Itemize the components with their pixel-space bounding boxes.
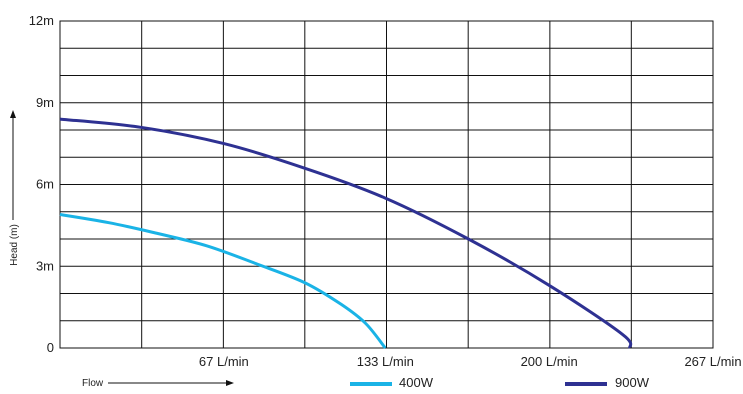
y-axis-arrow-head xyxy=(10,110,16,118)
y-tick-label-3: 9m xyxy=(36,95,54,110)
series-line-400w xyxy=(59,213,387,349)
y-tick-label-0: 0 xyxy=(47,340,54,355)
x-axis-arrow-head xyxy=(226,380,234,386)
legend-label-400w: 400W xyxy=(399,375,434,390)
y-tick-label-1: 3m xyxy=(36,258,54,273)
y-tick-label-2: 6m xyxy=(36,177,54,192)
y-tick-label-4: 12m xyxy=(29,13,54,28)
series-line-900w xyxy=(59,117,633,349)
x-tick-label-0: 67 L/min xyxy=(199,354,249,369)
x-tick-label-3: 267 L/min xyxy=(684,354,741,369)
x-axis-title: Flow xyxy=(82,378,104,389)
y-axis-title: Head (m) xyxy=(9,224,20,266)
x-tick-label-2: 200 L/min xyxy=(521,354,578,369)
legend-label-900w: 900W xyxy=(615,375,650,390)
x-tick-label-1: 133 L/min xyxy=(357,354,414,369)
